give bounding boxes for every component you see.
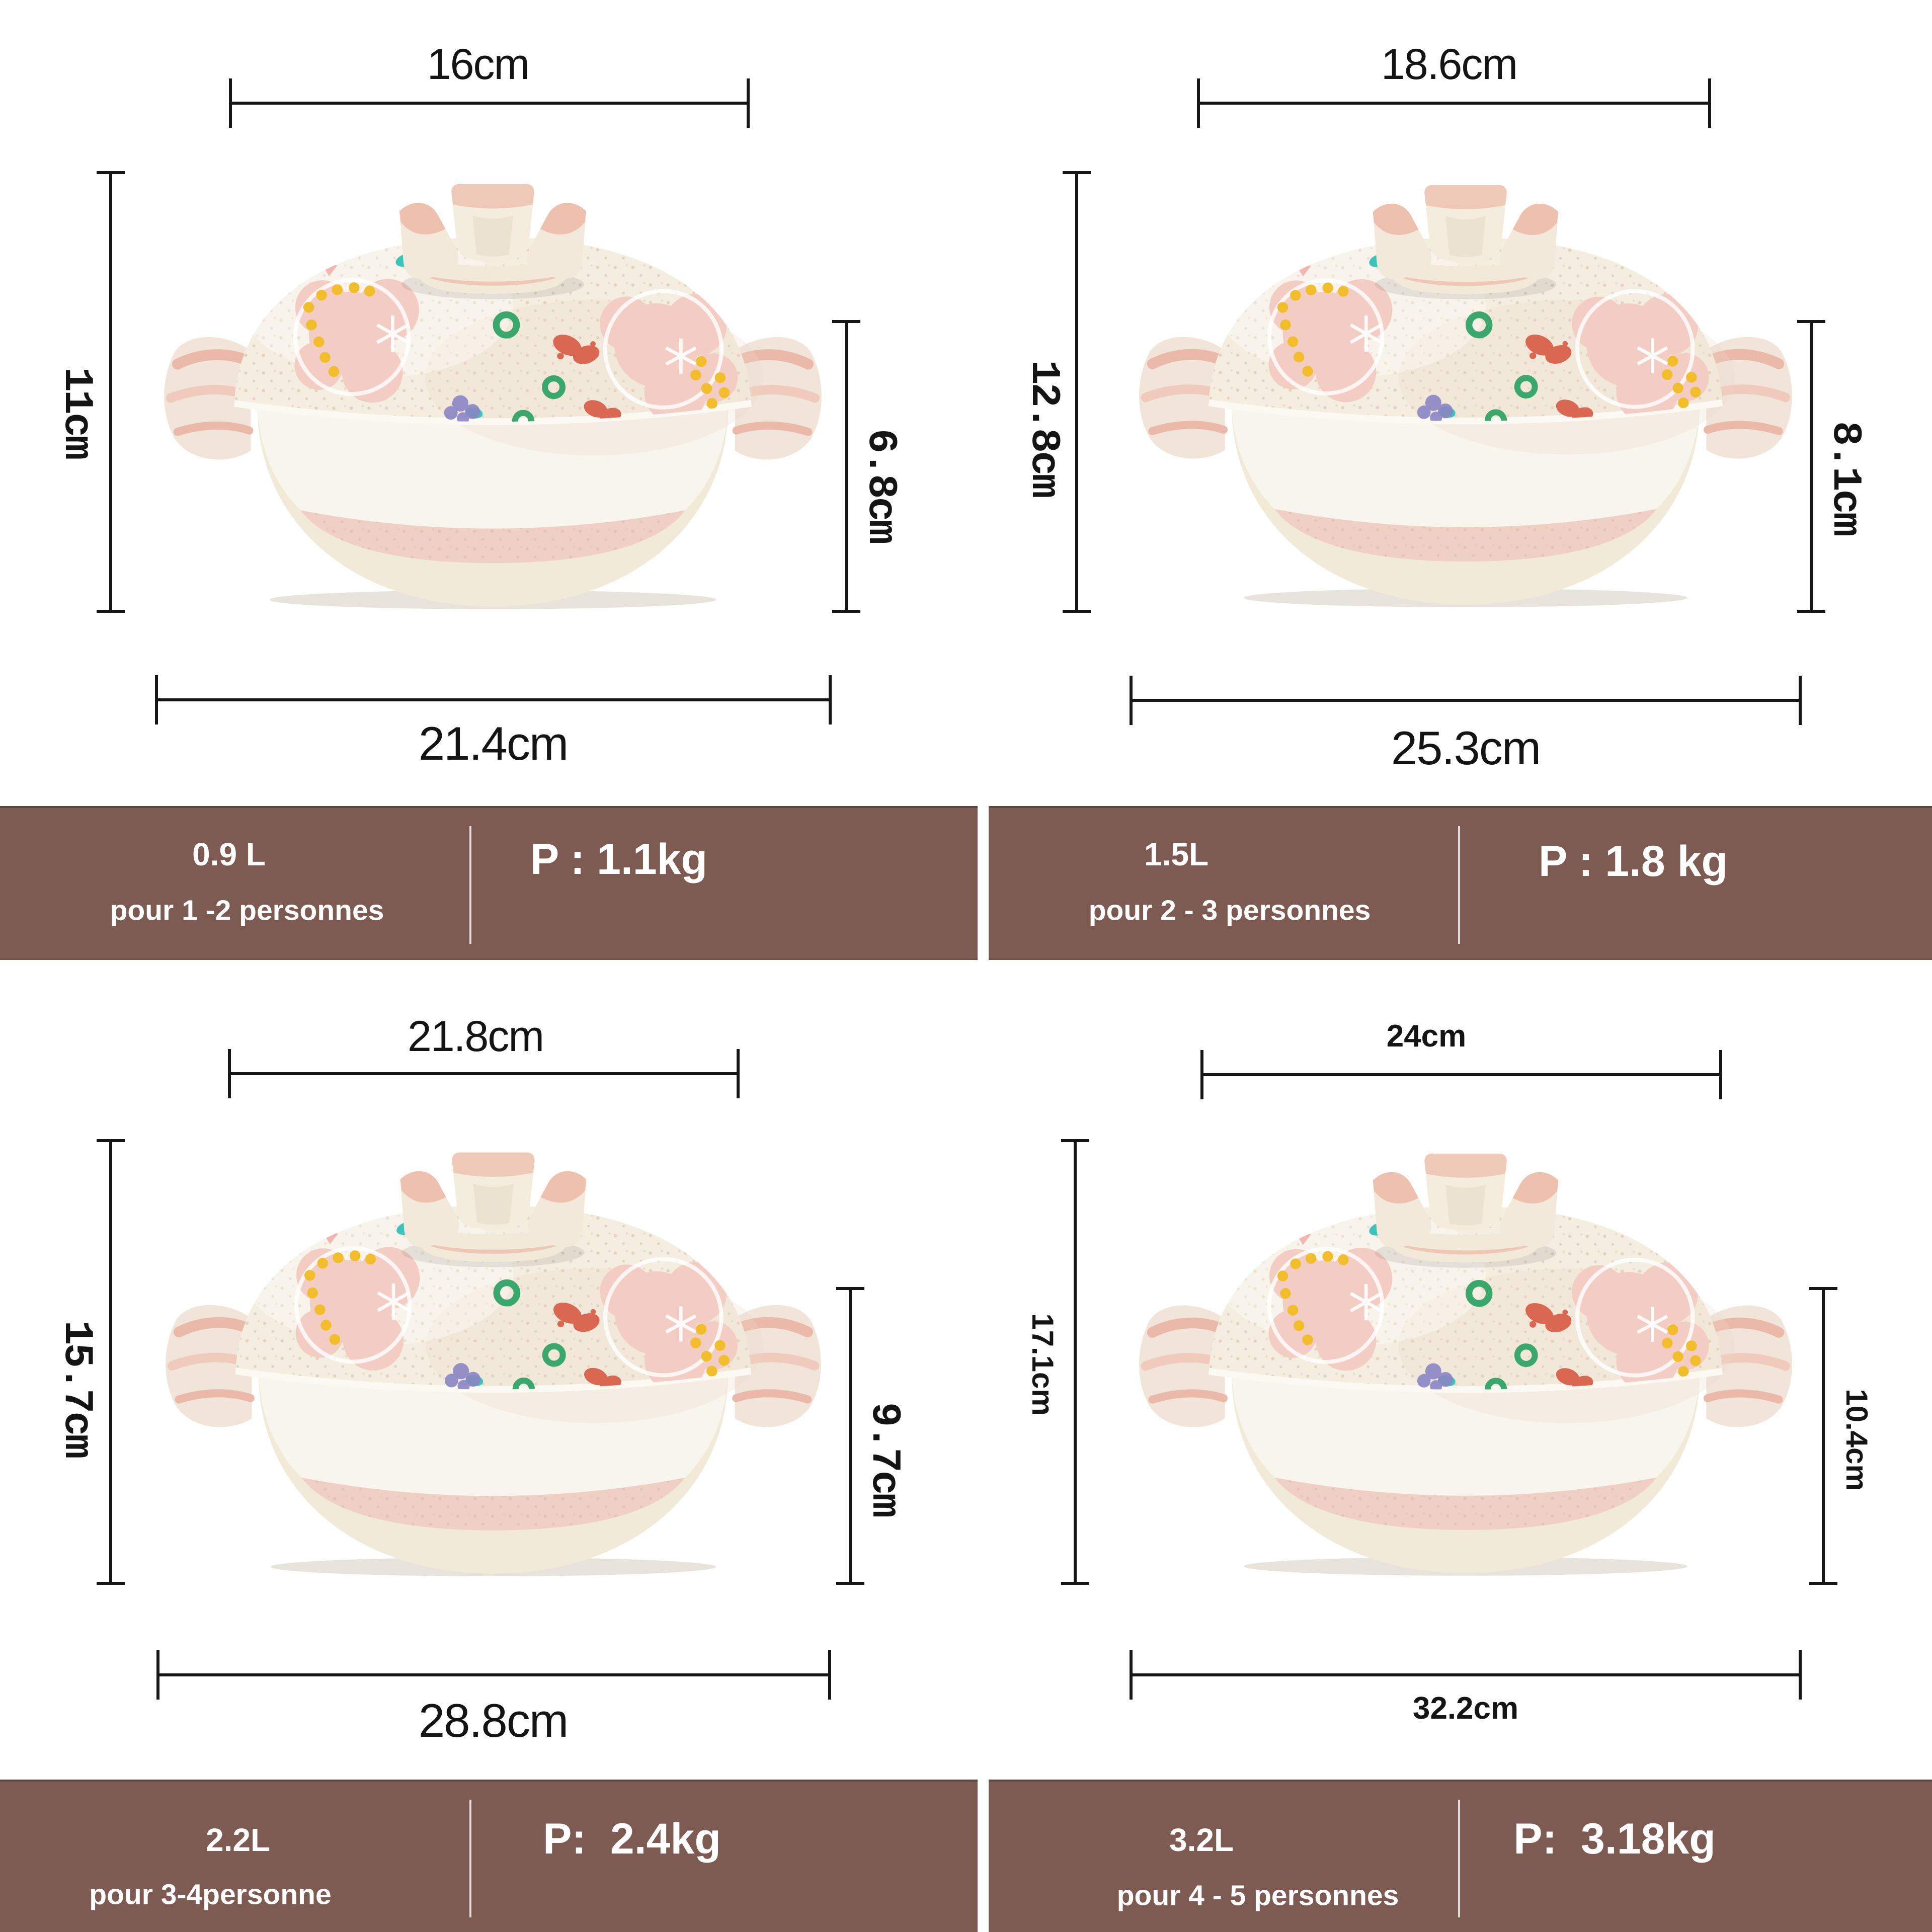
total-width-label: 25.3cm (1391, 721, 1541, 774)
donabe-pot-photo (156, 1143, 831, 1580)
body-height-dimension-line (1809, 1287, 1837, 1585)
spec-bar-2-2l: 2.2L pour 3-4personne P: 2.4kg (0, 1780, 978, 1932)
bar-divider (469, 1800, 471, 1917)
total-height-label: 15.7cm (53, 1320, 100, 1457)
lid-width-label: 16cm (427, 40, 530, 89)
total-height-label: 17.1cm (1026, 1313, 1060, 1416)
body-height-label: 8.1cm (1822, 421, 1869, 535)
total-height-label: 12.8cm (1020, 360, 1067, 497)
total-width-label: 21.4cm (418, 717, 569, 770)
total-width-label: 32.2cm (1412, 1691, 1519, 1726)
spec-bar-1-5l: 1.5L pour 2 - 3 personnes P : 1.8 kg (989, 806, 1932, 960)
weight-label: P: 2.4kg (543, 1815, 721, 1863)
lid-width-dimension-line (228, 1049, 740, 1098)
spec-bar-3-2l: 3.2L pour 4 - 5 personnes P: 3.18kg (989, 1780, 1932, 1932)
body-height-label: 6.8cm (857, 428, 904, 543)
bar-divider (1458, 826, 1460, 944)
weight-label: P : 1.8 kg (1538, 837, 1728, 886)
total-width-dimension-line (1130, 1650, 1802, 1700)
lid-width-dimension-line (1197, 78, 1711, 128)
weight-label: P: 3.18kg (1513, 1815, 1716, 1863)
lid-width-dimension-line (229, 78, 750, 128)
total-height-dimension-line (97, 171, 125, 613)
total-width-dimension-line (155, 675, 832, 725)
body-height-dimension-line (836, 1287, 864, 1585)
lid-width-label: 21.8cm (407, 1012, 544, 1061)
donabe-pot-photo (1130, 176, 1802, 611)
bar-divider (469, 826, 471, 944)
lid-width-dimension-line (1200, 1050, 1722, 1099)
body-height-dimension-line (832, 320, 860, 613)
spec-bar-0-9l: 0.9 L pour 1 -2 personnes P : 1.1kg (0, 806, 978, 960)
total-height-dimension-line (1063, 171, 1091, 613)
total-height-dimension-line (1061, 1139, 1089, 1585)
bar-divider (1458, 1800, 1460, 1917)
volume-label: 2.2L (205, 1822, 271, 1858)
lid-width-label: 24cm (1386, 1019, 1467, 1054)
body-height-label: 9.7cm (861, 1402, 908, 1516)
lid-width-label: 18.6cm (1381, 40, 1518, 89)
volume-label: 0.9 L (192, 836, 266, 872)
serving-label: pour 1 -2 personnes (110, 894, 384, 927)
body-height-dimension-line (1797, 320, 1825, 613)
volume-label: 3.2L (1169, 1822, 1234, 1858)
total-width-dimension-line (156, 1650, 831, 1700)
total-width-dimension-line (1130, 676, 1802, 725)
total-height-dimension-line (97, 1139, 125, 1585)
donabe-pot-photo (1130, 1144, 1802, 1580)
serving-label: pour 4 - 5 personnes (1116, 1879, 1399, 1912)
total-width-label: 28.8cm (418, 1694, 569, 1747)
body-height-label: 10.4cm (1840, 1389, 1874, 1491)
total-height-label: 11cm (53, 367, 100, 458)
volume-label: 1.5L (1144, 836, 1209, 872)
donabe-pot-photo (154, 175, 831, 613)
weight-label: P : 1.1kg (530, 835, 708, 883)
serving-label: pour 3-4personne (89, 1878, 332, 1911)
serving-label: pour 2 - 3 personnes (1088, 894, 1371, 927)
